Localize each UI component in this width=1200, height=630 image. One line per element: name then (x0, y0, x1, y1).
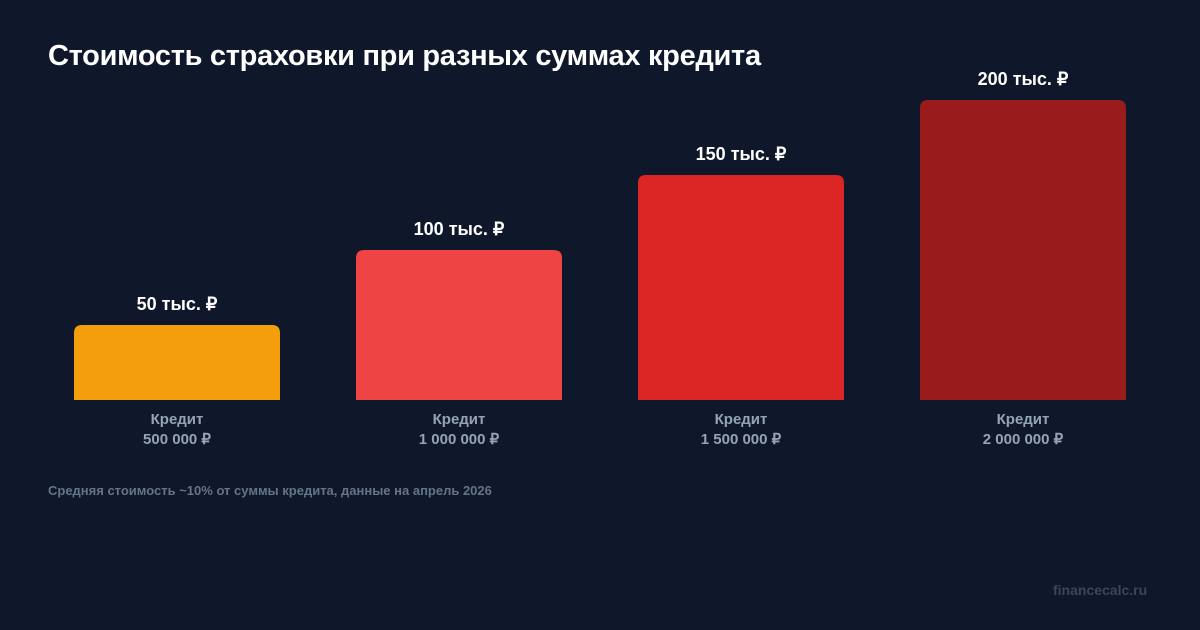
bar (920, 100, 1126, 400)
category-label: Кредит (433, 411, 486, 428)
footnote: Средняя стоимость ~10% от суммы кредита,… (48, 483, 492, 498)
data-label: 100 тыс. ₽ (414, 219, 505, 239)
category-label: Кредит (715, 411, 768, 428)
data-label: 200 тыс. ₽ (978, 69, 1069, 89)
bar (74, 325, 280, 400)
category-label: 1 500 000 ₽ (701, 431, 782, 448)
category-label: 1 000 000 ₽ (419, 431, 500, 448)
bar (638, 175, 844, 400)
category-label: Кредит (151, 411, 204, 428)
chart-title: Стоимость страховки при разных суммах кр… (48, 40, 761, 72)
category-label: 2 000 000 ₽ (983, 431, 1064, 448)
data-label: 150 тыс. ₽ (696, 144, 787, 164)
watermark: financecalc.ru (1053, 582, 1148, 598)
category-label: Кредит (997, 411, 1050, 428)
data-label: 50 тыс. ₽ (137, 294, 218, 314)
bar (356, 250, 562, 400)
category-label: 500 000 ₽ (143, 431, 211, 448)
